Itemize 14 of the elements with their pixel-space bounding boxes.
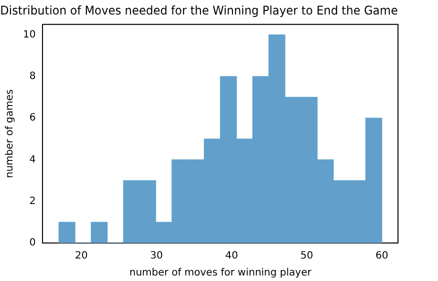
x-tick-label: 20 [75,250,88,262]
x-tick-label: 60 [375,250,388,262]
y-axis-title: number of games [4,89,16,178]
x-tick-label: 30 [150,250,163,262]
x-tick-label: 50 [300,250,314,262]
y-tick-label: 0 [29,238,36,249]
chart-title: Distribution of Moves needed for the Winning Player to End the Game [0,3,398,18]
y-tick-label: 2 [29,196,36,207]
y-tick-label: 6 [29,112,36,124]
y-tick-label: 10 [22,29,36,40]
y-tick-label: 4 [29,154,36,166]
x-axis-title: number of moves for winning player [129,268,312,279]
x-tick-label: 40 [225,250,238,262]
y-tick-label: 8 [29,71,36,82]
